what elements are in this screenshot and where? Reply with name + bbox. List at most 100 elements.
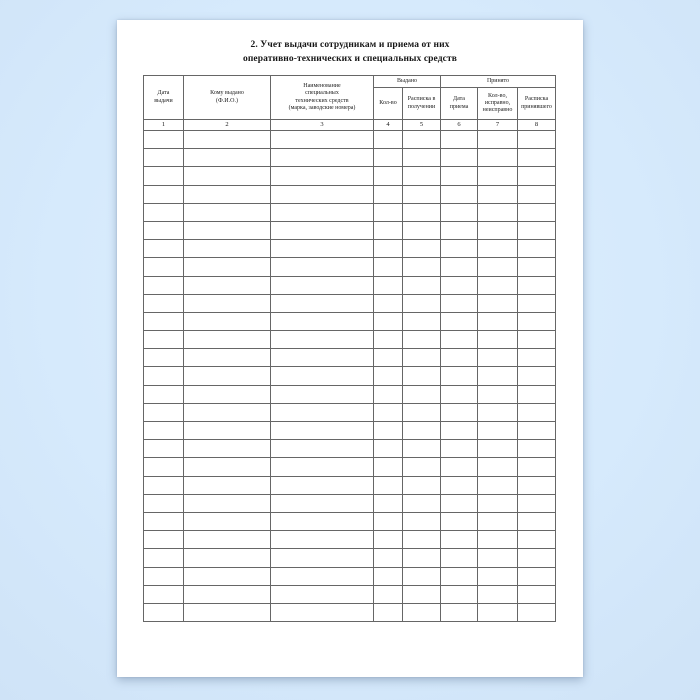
empty-cell: [402, 457, 441, 477]
empty-cell: [402, 548, 441, 568]
empty-cell: [402, 420, 441, 441]
empty-cell: [373, 439, 403, 459]
empty-cell: [517, 566, 556, 586]
empty-cell: [373, 584, 403, 604]
empty-cell: [373, 402, 403, 423]
empty-cell: [143, 129, 184, 150]
empty-cell: [477, 584, 518, 604]
empty-cell: [183, 511, 271, 532]
empty-data-row: [143, 511, 556, 532]
empty-cell: [183, 184, 271, 204]
issuance-registry-table: Дата выдачи Кому выдано (Ф.И.О.) Наимено…: [143, 75, 556, 623]
empty-cell: [183, 129, 271, 150]
empty-cell: [183, 566, 271, 586]
empty-cell: [517, 366, 556, 386]
empty-cell: [183, 384, 271, 404]
document-page: 2. Учет выдачи сотрудникам и приема от н…: [117, 20, 583, 677]
col-number: 3: [270, 119, 374, 131]
empty-cell: [440, 493, 478, 513]
empty-cell: [270, 475, 374, 495]
empty-cell: [183, 311, 271, 332]
empty-cell: [270, 330, 374, 350]
empty-cell: [517, 584, 556, 604]
empty-cell: [402, 129, 441, 150]
empty-cell: [517, 475, 556, 495]
empty-cell: [477, 475, 518, 495]
empty-cell: [270, 257, 374, 277]
empty-cell: [143, 602, 184, 623]
empty-cell: [373, 330, 403, 350]
empty-cell: [517, 257, 556, 277]
empty-cell: [270, 166, 374, 186]
empty-cell: [143, 584, 184, 604]
empty-cell: [270, 239, 374, 259]
empty-cell: [270, 511, 374, 532]
empty-data-row: [143, 348, 556, 368]
empty-data-row: [143, 420, 556, 441]
group-header-row: Дата выдачи Кому выдано (Ф.И.О.) Наимено…: [143, 75, 556, 120]
empty-cell: [373, 311, 403, 332]
empty-data-row: [143, 402, 556, 423]
empty-cell: [402, 566, 441, 586]
empty-cell: [270, 602, 374, 623]
empty-cell: [477, 457, 518, 477]
empty-cell: [402, 293, 441, 313]
empty-cell: [143, 439, 184, 459]
empty-cell: [477, 439, 518, 459]
empty-cell: [477, 293, 518, 313]
empty-cell: [440, 530, 478, 550]
empty-cell: [517, 202, 556, 222]
empty-cell: [402, 257, 441, 277]
col-header-issue-date: Дата выдачи: [143, 75, 184, 120]
empty-data-row: [143, 548, 556, 568]
col-header-receive-date: Дата приема: [440, 87, 478, 120]
empty-cell: [402, 220, 441, 241]
empty-cell: [440, 220, 478, 241]
empty-data-row: [143, 184, 556, 204]
empty-cell: [270, 402, 374, 423]
empty-cell: [517, 420, 556, 441]
col-header-quantity-condition: Кол-во, исправно, неисправно: [477, 87, 518, 120]
empty-cell: [440, 384, 478, 404]
empty-data-row: [143, 166, 556, 186]
empty-cell: [183, 220, 271, 241]
empty-cell: [183, 148, 271, 168]
empty-data-row: [143, 457, 556, 477]
empty-cell: [477, 184, 518, 204]
empty-cell: [402, 439, 441, 459]
empty-cell: [270, 293, 374, 313]
empty-cell: [440, 311, 478, 332]
empty-cell: [373, 548, 403, 568]
empty-cell: [440, 602, 478, 623]
empty-data-row: [143, 311, 556, 332]
empty-cell: [143, 475, 184, 495]
empty-cell: [143, 311, 184, 332]
empty-cell: [270, 348, 374, 368]
empty-cell: [402, 275, 441, 295]
empty-cell: [143, 420, 184, 441]
empty-cell: [183, 602, 271, 623]
empty-data-row: [143, 129, 556, 150]
empty-cell: [373, 239, 403, 259]
empty-data-row: [143, 566, 556, 586]
empty-cell: [477, 257, 518, 277]
empty-cell: [183, 293, 271, 313]
empty-cell: [440, 184, 478, 204]
document-title: 2. Учет выдачи сотрудникам и приема от н…: [243, 40, 457, 64]
empty-cell: [373, 384, 403, 404]
empty-cell: [402, 202, 441, 222]
empty-cell: [402, 366, 441, 386]
empty-cell: [183, 366, 271, 386]
empty-cell: [477, 402, 518, 423]
empty-cell: [373, 420, 403, 441]
empty-cell: [143, 239, 184, 259]
empty-cell: [517, 457, 556, 477]
empty-cell: [143, 511, 184, 532]
empty-cell: [402, 402, 441, 423]
empty-cell: [183, 239, 271, 259]
empty-data-row: [143, 202, 556, 222]
empty-cell: [373, 493, 403, 513]
empty-cell: [402, 584, 441, 604]
empty-cell: [477, 239, 518, 259]
empty-cell: [270, 457, 374, 477]
